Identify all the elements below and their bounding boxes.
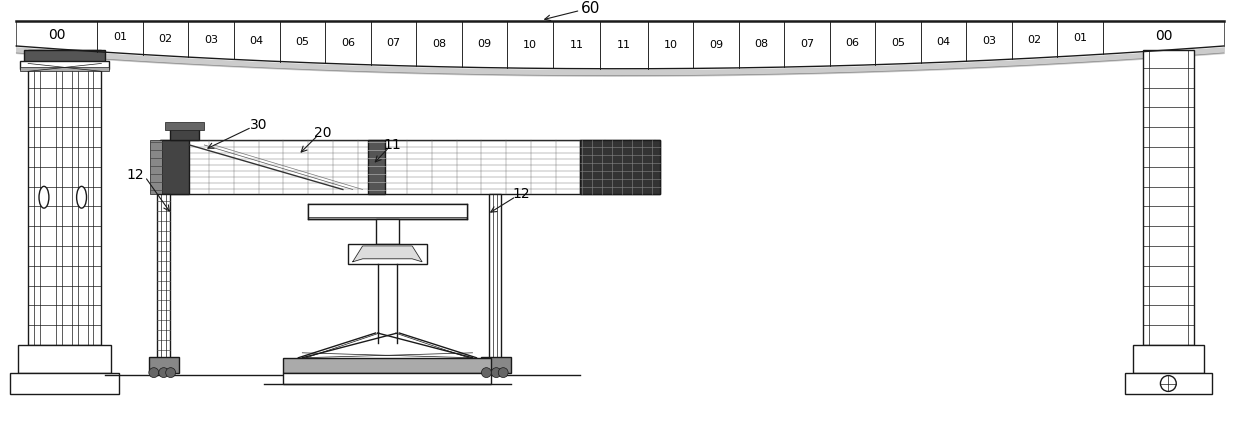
- Text: 01: 01: [1074, 33, 1087, 43]
- Bar: [580, 140, 660, 194]
- Bar: [10, 373, 119, 394]
- Text: 00: 00: [1154, 29, 1172, 43]
- Circle shape: [481, 368, 491, 378]
- Text: 03: 03: [982, 36, 996, 46]
- Bar: [24, 50, 105, 64]
- Circle shape: [498, 368, 508, 378]
- Text: 30: 30: [250, 118, 268, 132]
- Bar: [160, 140, 660, 194]
- Ellipse shape: [38, 186, 48, 208]
- Bar: [490, 194, 501, 358]
- Bar: [170, 128, 200, 140]
- Bar: [1125, 373, 1211, 394]
- Bar: [20, 67, 109, 71]
- Circle shape: [149, 368, 159, 378]
- Text: 09: 09: [709, 40, 723, 50]
- Bar: [29, 50, 102, 345]
- Bar: [160, 140, 190, 194]
- Text: 12: 12: [126, 168, 144, 182]
- Text: 04: 04: [936, 37, 951, 47]
- Circle shape: [491, 368, 501, 378]
- Text: 09: 09: [477, 39, 491, 49]
- Text: 02: 02: [159, 34, 172, 44]
- Bar: [481, 357, 511, 373]
- Text: 11: 11: [383, 138, 402, 152]
- Text: 00: 00: [48, 28, 66, 42]
- Text: 03: 03: [205, 35, 218, 45]
- Bar: [20, 61, 109, 70]
- Bar: [284, 358, 491, 373]
- Text: 08: 08: [754, 39, 769, 49]
- Text: 12: 12: [512, 187, 529, 201]
- Bar: [284, 373, 491, 384]
- Text: 10: 10: [663, 40, 677, 50]
- Bar: [1142, 50, 1194, 345]
- Text: 07: 07: [800, 39, 815, 49]
- Bar: [149, 357, 179, 373]
- Circle shape: [166, 368, 176, 378]
- Bar: [19, 345, 112, 373]
- Bar: [156, 194, 170, 358]
- Text: 06: 06: [341, 38, 355, 48]
- Text: 11: 11: [618, 40, 631, 50]
- Polygon shape: [352, 246, 422, 262]
- Text: 60: 60: [580, 1, 600, 16]
- Bar: [309, 204, 466, 217]
- Bar: [150, 140, 161, 194]
- Bar: [376, 219, 399, 244]
- Text: 10: 10: [523, 40, 537, 50]
- Text: 08: 08: [432, 39, 446, 49]
- Text: 06: 06: [846, 38, 859, 48]
- Text: 02: 02: [1028, 35, 1042, 44]
- Text: 05: 05: [892, 38, 905, 48]
- Text: 04: 04: [249, 36, 264, 46]
- Circle shape: [1161, 375, 1177, 391]
- Text: 20: 20: [314, 126, 332, 140]
- Bar: [309, 204, 466, 219]
- Bar: [347, 244, 427, 264]
- Text: 11: 11: [569, 40, 584, 50]
- Bar: [1132, 345, 1204, 373]
- Text: 05: 05: [295, 37, 309, 47]
- Text: 07: 07: [387, 38, 401, 48]
- Bar: [165, 122, 205, 130]
- Circle shape: [159, 368, 169, 378]
- Text: 01: 01: [113, 32, 128, 42]
- Bar: [367, 140, 386, 194]
- Ellipse shape: [77, 186, 87, 208]
